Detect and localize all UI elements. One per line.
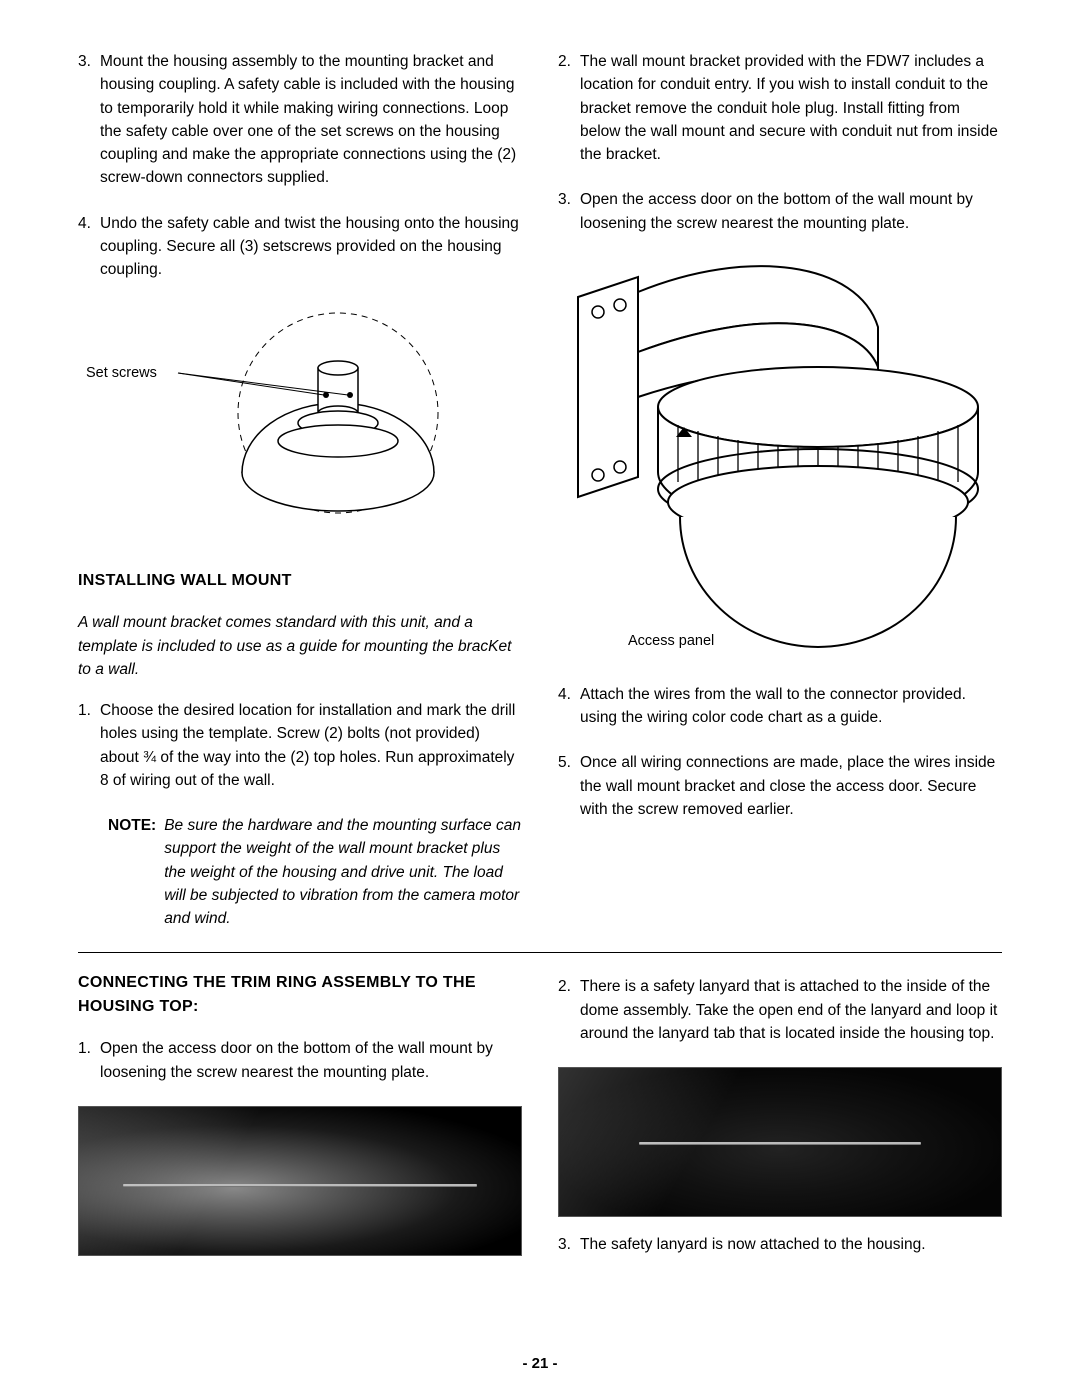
list-body: The safety lanyard is now attached to th… [580, 1233, 1002, 1256]
photo-lanyard-2 [558, 1067, 1002, 1217]
step-3-open-access-door: 3. Open the access door on the bottom of… [558, 188, 1002, 235]
list-body: Open the access door on the bottom of th… [100, 1037, 522, 1084]
step-3-mount-housing: 3. Mount the housing assembly to the mou… [78, 50, 522, 190]
right-column: 2. The wall mount bracket provided with … [558, 50, 1002, 944]
list-body: Open the access door on the bottom of th… [580, 188, 1002, 235]
photo-lanyard-1 [78, 1106, 522, 1256]
list-body: Attach the wires from the wall to the co… [580, 683, 1002, 730]
left-column: 3. Mount the housing assembly to the mou… [78, 50, 522, 944]
list-number: 1. [78, 699, 100, 792]
list-number: 5. [558, 751, 580, 821]
figure-label-access-panel: Access panel [628, 633, 714, 649]
step-2-conduit-entry: 2. The wall mount bracket provided with … [558, 50, 1002, 166]
section-divider [78, 952, 1002, 953]
top-columns: 3. Mount the housing assembly to the mou… [78, 50, 1002, 944]
list-number: 2. [558, 50, 580, 166]
figure-label-set-screws: Set screws [86, 365, 157, 381]
bottom-right-column: 2. There is a safety lanyard that is att… [558, 971, 1002, 1256]
bottom-columns: CONNECTING THE TRIM RING ASSEMBLY TO THE… [78, 971, 1002, 1256]
list-body: Choose the desired location for installa… [100, 699, 522, 792]
bottom-left-column: CONNECTING THE TRIM RING ASSEMBLY TO THE… [78, 971, 522, 1256]
wall-mount-intro: A wall mount bracket comes standard with… [78, 611, 522, 681]
list-number: 3. [558, 188, 580, 235]
figure-set-screws: Set screws [78, 303, 522, 543]
note-body: Be sure the hardware and the mounting su… [164, 814, 522, 930]
page-number: - 21 - [0, 1353, 1080, 1376]
heading-installing-wall-mount: INSTALLING WALL MOUNT [78, 569, 522, 593]
list-number: 4. [78, 212, 100, 282]
wall-mount-step-1: 1. Choose the desired location for insta… [78, 699, 522, 792]
list-number: 3. [558, 1233, 580, 1256]
list-body: Undo the safety cable and twist the hous… [100, 212, 522, 282]
list-body: There is a safety lanyard that is attach… [580, 975, 1002, 1045]
figure-wall-mount-dome: Access panel [558, 257, 1002, 657]
list-body: Mount the housing assembly to the mounti… [100, 50, 522, 190]
step-4-attach-wires: 4. Attach the wires from the wall to the… [558, 683, 1002, 730]
trim-step-2: 2. There is a safety lanyard that is att… [558, 975, 1002, 1045]
note-label: NOTE: [108, 814, 156, 930]
trim-step-1: 1. Open the access door on the bottom of… [78, 1037, 522, 1084]
heading-connecting-trim-ring: CONNECTING THE TRIM RING ASSEMBLY TO THE… [78, 971, 522, 1019]
list-number: 3. [78, 50, 100, 190]
list-body: Once all wiring connections are made, pl… [580, 751, 1002, 821]
step-5-close-access-door: 5. Once all wiring connections are made,… [558, 751, 1002, 821]
list-number: 4. [558, 683, 580, 730]
list-number: 2. [558, 975, 580, 1045]
list-body: The wall mount bracket provided with the… [580, 50, 1002, 166]
list-number: 1. [78, 1037, 100, 1084]
trim-step-3: 3. The safety lanyard is now attached to… [558, 1233, 1002, 1256]
note-block: NOTE: Be sure the hardware and the mount… [108, 814, 522, 930]
step-4-undo-safety-cable: 4. Undo the safety cable and twist the h… [78, 212, 522, 282]
